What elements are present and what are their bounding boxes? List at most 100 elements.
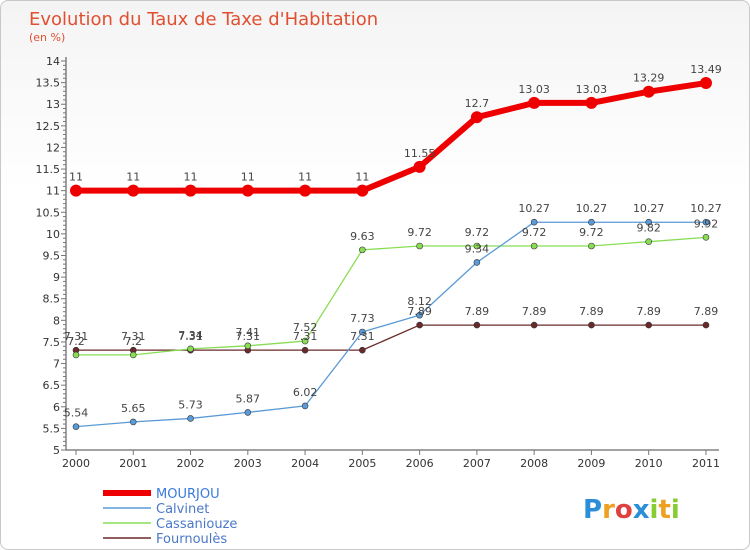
data-point [187,345,194,353]
data-label: 13.49 [690,63,722,76]
data-label: 7.2 [125,335,143,348]
data-label: 7.34 [178,329,203,342]
data-label: 13.29 [633,72,665,85]
data-point [413,160,426,173]
y-tick-label: 11 [46,185,60,198]
data-label: 7.31 [293,330,318,343]
legend-label: MOURJOU [156,487,220,502]
data-label: 9.34 [465,242,490,255]
data-point [359,328,366,336]
data-label: 7.52 [293,321,318,334]
data-label: 6.02 [293,386,318,399]
data-point [127,184,140,197]
data-point [702,234,710,241]
data-point [473,321,481,329]
data-point [72,351,80,359]
data-label: 7.89 [694,305,719,318]
y-tick-label: 10 [46,228,60,241]
data-point [184,184,197,197]
data-label: 10.27 [633,202,665,215]
data-label: 7.31 [121,330,146,343]
data-label: 10.27 [518,202,550,215]
data-point [241,184,254,197]
data-point [528,96,541,109]
x-tick-label: 2001 [119,457,147,470]
x-tick-label: 2005 [348,457,376,470]
data-label: 8.12 [407,295,432,308]
y-tick-label: 13 [46,98,60,111]
data-label: 11.55 [404,147,436,160]
legend-label: Fournoulès [156,532,227,547]
data-label: 7.89 [636,305,661,318]
x-tick-label: 2004 [291,457,319,470]
data-point [645,218,653,226]
data-point [642,85,655,98]
data-label: 13.03 [518,83,550,96]
y-tick-label: 9.5 [43,250,61,263]
x-tick-label: 2003 [234,457,262,470]
y-tick-label: 12 [46,141,60,154]
y-tick-label: 10.5 [36,206,61,219]
data-point [588,321,595,329]
data-label: 7.31 [236,330,261,343]
x-tick-label: 2010 [635,457,663,470]
data-label: 7.41 [236,326,261,339]
y-tick-label: 7.5 [43,336,61,349]
data-label: 7.89 [579,305,604,318]
data-point [699,77,712,90]
series-line-cassaniouze [75,236,707,356]
data-label: 5.87 [236,392,261,405]
y-tick-label: 13.5 [36,77,61,90]
data-point [588,218,595,226]
y-tick-label: 8.5 [43,293,61,306]
x-tick-label: 2011 [692,457,720,470]
data-point [301,346,309,354]
data-label: 9.72 [407,226,432,239]
y-tick-label: 6 [53,401,60,414]
data-point [645,238,653,245]
data-point [645,321,653,329]
data-label: 7.31 [178,330,203,343]
data-label: 11 [241,171,255,184]
data-label: 7.2 [67,335,85,348]
data-point [72,423,80,430]
data-label: 13.03 [576,83,608,96]
logo-letter: i [650,495,659,525]
data-point [702,321,710,329]
data-label: 9.72 [579,226,604,239]
y-tick-label: 5 [53,444,60,457]
data-label: 5.73 [178,398,203,411]
logo-letter: t [658,495,670,525]
y-tick-label: 12.5 [36,120,61,133]
y-tick-label: 14 [46,55,60,68]
series-line-mourjou [73,80,709,194]
logo-letter: i [671,495,680,525]
data-point [301,402,309,410]
chart-subtitle: (en %) [29,31,65,44]
data-label: 11 [69,171,83,184]
data-label: 10.27 [576,202,608,215]
data-point [588,242,595,250]
legend-label: Cassaniouze [156,517,237,532]
y-tick-label: 8 [53,314,60,327]
proxiti-logo: Proxiti [583,495,680,525]
x-tick-label: 2002 [177,457,205,470]
data-point [244,342,252,350]
data-label: 9.63 [350,230,375,243]
data-point [702,218,710,226]
data-label: 7.89 [407,305,432,318]
data-label: 11 [298,171,312,184]
data-point [416,321,423,329]
data-point [244,409,252,416]
y-tick-label: 9 [53,271,60,284]
y-tick-label: 11.5 [36,163,61,176]
data-label: 7.89 [522,305,547,318]
axes: 5 5.5 6 6.5 7 7.5 8 8.5 9 9.5 10 10.5 11 11.5 12 12.5 13… [36,55,720,470]
data-labels-layer: 11 11 11 11 11 11 11.55 12.7 13.03 13.03 13.29 13.4… [64,63,722,420]
data-label: 7.31 [64,330,89,343]
data-point [70,184,82,197]
data-label: 11 [355,171,369,184]
